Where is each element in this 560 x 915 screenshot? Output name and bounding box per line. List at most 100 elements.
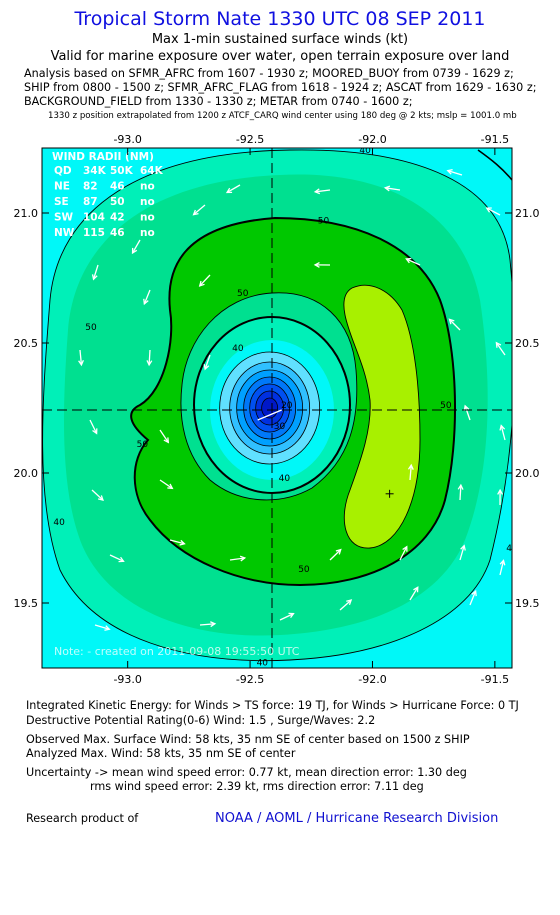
- contour-field: 40 50 50 50 40 50 50 30 20 40 50 40 40 40 WIND RADII …: [42, 146, 518, 668]
- wind-radii-cell: 50: [110, 196, 125, 208]
- wind-arrow: [409, 465, 412, 481]
- wind-arrow-head: [446, 168, 453, 175]
- wind-arrow-head: [407, 463, 414, 470]
- observed-max-wind: Observed Max. Surface Wind: 58 kts, 35 n…: [26, 733, 470, 746]
- wind-arrow: [159, 479, 173, 489]
- wind-arrow: [199, 623, 215, 626]
- wind-arrow-head: [457, 483, 464, 490]
- x-tick-label-top: -92.5: [236, 133, 264, 146]
- y-tick-label-left: 20.0: [14, 467, 39, 480]
- wind-radii-cell: 82: [83, 181, 98, 193]
- wind-arrow: [148, 349, 151, 365]
- contour-lines: [42, 149, 512, 662]
- wind-radii-cell: no: [140, 181, 155, 193]
- wind-arrow: [469, 590, 477, 606]
- contour-label: 50: [137, 440, 149, 450]
- contour-line-40: [42, 149, 512, 662]
- position-note: 1330 z position extrapolated from 1200 z…: [48, 111, 517, 121]
- contour-label: 50: [298, 565, 310, 575]
- contour-label: 40: [53, 518, 65, 528]
- wind-radii-cell: 46: [110, 181, 125, 193]
- wind-arrow-head: [118, 556, 125, 563]
- wind-arrow-head: [402, 545, 408, 552]
- x-tick-label-top: -93.0: [113, 133, 141, 146]
- x-tick-label-bottom: -92.5: [236, 673, 264, 686]
- wind-arrow-head: [499, 559, 506, 566]
- wind-arrow-head: [448, 318, 455, 325]
- plot-frame: [41, 147, 513, 669]
- eye-wind-arrow: [257, 409, 282, 421]
- wind-arrow: [89, 419, 98, 434]
- inner-fills: [219, 351, 321, 465]
- y-tick-label-right: 20.5: [515, 337, 540, 350]
- analyzed-max-wind: Analyzed Max. Wind: 58 kts, 35 nm SE of …: [26, 747, 296, 760]
- wind-arrow: [204, 354, 211, 370]
- wind-arrow-head: [210, 621, 217, 628]
- wind-arrow: [159, 429, 169, 443]
- wind-arrow-head: [146, 360, 153, 367]
- contour-line-50: [130, 216, 456, 587]
- wind-arrow: [339, 599, 352, 611]
- contour-labels: 40 50 50 50 40 50 50 30 20 40 50 40 40 40: [53, 146, 518, 668]
- wind-arrow: [94, 624, 110, 630]
- wind-radii-cell: 42: [110, 212, 125, 224]
- wind-arrow: [409, 586, 419, 601]
- wind-arrow: [399, 546, 408, 561]
- analysis-line: SHIP from 0800 - 1500 z; SFMR_AFRC_FLAG …: [24, 81, 537, 94]
- wind-arrow-head: [497, 488, 504, 495]
- wind-contour-chart: 40 50 50 50 40 50 50 30 20 40 50 40 40 40 WIND RADII …: [14, 133, 540, 686]
- wind-arrow: [143, 289, 151, 305]
- research-product-label: Research product of: [26, 812, 139, 825]
- wind-radii-header-cell: 34K: [83, 165, 107, 177]
- contour-line-58: [343, 284, 421, 549]
- wind-arrow: [499, 560, 505, 576]
- x-tick-label-bottom: -91.5: [481, 673, 509, 686]
- wind-radii-cell: 115: [83, 227, 105, 239]
- wind-arrow: [315, 189, 331, 193]
- wind-arrow-head: [167, 483, 174, 490]
- y-tick-label-right: 21.0: [515, 207, 540, 220]
- wind-arrow: [229, 557, 245, 561]
- wind-arrow: [226, 184, 241, 194]
- wind-radii-cell: no: [140, 212, 155, 224]
- wind-arrow: [169, 539, 185, 545]
- contour-label: 30: [274, 422, 286, 432]
- wind-radii-title: WIND RADII (NM): [52, 151, 154, 163]
- contour-label: 40: [359, 146, 371, 156]
- contour-label: 20: [281, 401, 293, 411]
- wind-arrow: [279, 613, 294, 621]
- hrd-credit[interactable]: NOAA / AOML / Hurricane Research Divisio…: [215, 811, 499, 826]
- contour-label: 50: [237, 289, 249, 299]
- contour-label: 50: [440, 401, 452, 411]
- wind-arrow-head: [313, 261, 320, 268]
- contour-label: 40: [506, 544, 518, 554]
- y-tick-label-right: 19.5: [515, 597, 540, 610]
- wind-arrow-head: [225, 187, 233, 194]
- uncertainty-rms: rms wind speed error: 2.39 kt, rms direc…: [90, 780, 424, 793]
- wind-arrow-head: [239, 555, 247, 562]
- wind-radii-header-cell: QD: [54, 165, 72, 177]
- uncertainty-mean: Uncertainty -> mean wind speed error: 0.…: [26, 766, 467, 779]
- wind-arrow: [92, 264, 99, 280]
- wind-arrow: [459, 545, 465, 561]
- wind-arrows: [78, 168, 506, 631]
- wind-arrow-head: [192, 209, 199, 216]
- wind-arrow: [131, 239, 141, 254]
- wind-radii-cell: NE: [54, 181, 70, 193]
- contour-line-outer-ne: [477, 149, 512, 181]
- wind-radii-cell: no: [140, 196, 155, 208]
- y-tick-label-left: 21.0: [14, 207, 39, 220]
- wind-arrow-head: [104, 625, 111, 631]
- wind-arrow-head: [131, 247, 138, 255]
- wind-arrow: [406, 258, 421, 266]
- wind-arrow-head: [495, 341, 502, 348]
- chart-subtitle: Max 1-min sustained surface winds (kt): [151, 32, 409, 47]
- wind-arrow-head: [198, 280, 205, 287]
- wind-arrow-head: [485, 207, 492, 213]
- exposure-note: Valid for marine exposure over water, op…: [50, 49, 510, 64]
- wind-arrow-head: [471, 589, 477, 597]
- x-tick-label-bottom: -92.0: [358, 673, 386, 686]
- wind-radii-cell: SE: [54, 196, 69, 208]
- contour-label: 40: [257, 658, 269, 668]
- wind-arrow: [486, 207, 501, 216]
